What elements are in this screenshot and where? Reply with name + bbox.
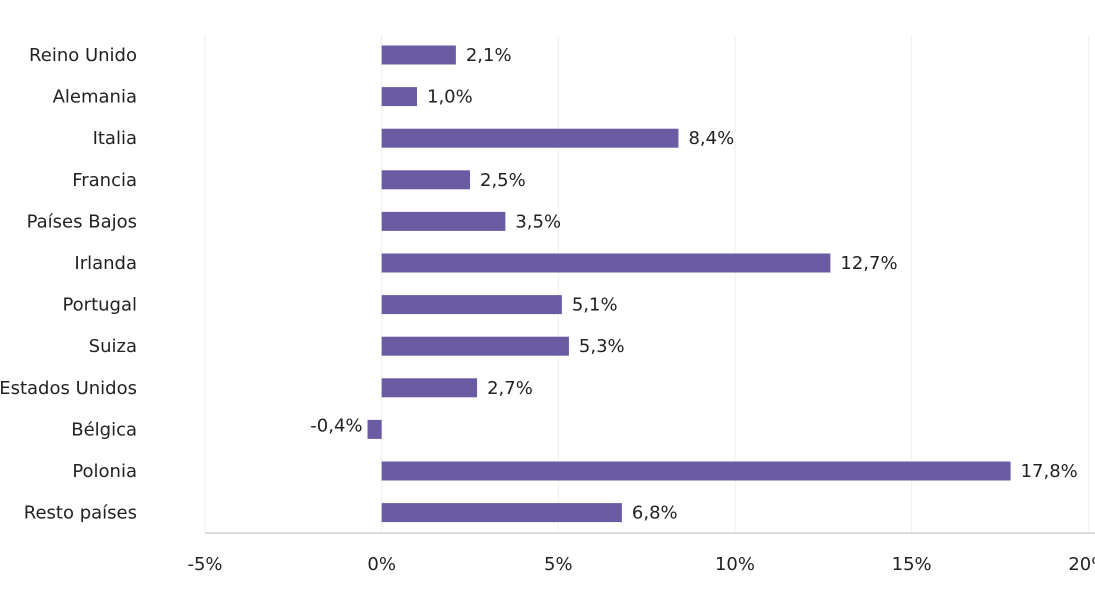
- data-label: 2,5%: [480, 170, 526, 191]
- labels: -5%0%5%10%15%20%25%Reino Unido2,1%Aleman…: [0, 45, 1095, 575]
- data-label: -0,4%: [310, 415, 362, 436]
- data-label: 5,1%: [572, 295, 618, 316]
- bar: [381, 503, 622, 523]
- bar: [381, 128, 679, 148]
- category-label: Polonia: [72, 461, 137, 482]
- bar: [381, 461, 1011, 481]
- x-tick-label: 20%: [1068, 554, 1095, 575]
- bar: [381, 378, 478, 398]
- category-label: Suiza: [89, 336, 137, 357]
- x-tick-label: 10%: [715, 554, 755, 575]
- category-label: Países Bajos: [27, 211, 137, 232]
- category-label: Italia: [93, 128, 137, 149]
- x-tick-label: 0%: [367, 554, 396, 575]
- data-label: 8,4%: [688, 128, 734, 149]
- category-label: Irlanda: [74, 253, 137, 274]
- bar: [381, 295, 562, 315]
- bar: [381, 45, 456, 65]
- bar: [381, 211, 506, 231]
- data-label: 1,0%: [427, 87, 473, 108]
- data-label: 2,7%: [487, 378, 533, 399]
- category-label: Reino Unido: [29, 45, 137, 66]
- category-label: Francia: [72, 170, 137, 191]
- category-label: Alemania: [53, 87, 137, 108]
- gridlines: [204, 35, 1089, 533]
- data-label: 3,5%: [515, 211, 561, 232]
- bar: [367, 419, 382, 439]
- x-tick-label: 5%: [544, 554, 573, 575]
- category-label: Portugal: [62, 295, 137, 316]
- bar: [381, 87, 417, 107]
- data-label: 6,8%: [632, 503, 678, 524]
- data-label: 5,3%: [579, 336, 625, 357]
- category-label: Estados Unidos: [0, 378, 137, 399]
- x-tick-label: 15%: [892, 554, 932, 575]
- data-label: 2,1%: [466, 45, 512, 66]
- x-tick-label: -5%: [187, 554, 222, 575]
- category-label: Resto países: [24, 503, 137, 524]
- data-label: 17,8%: [1021, 461, 1078, 482]
- bars: [367, 45, 1011, 523]
- bar: [381, 253, 831, 273]
- bar: [381, 170, 470, 190]
- data-label: 12,7%: [840, 253, 897, 274]
- bar: [381, 336, 569, 356]
- category-label: Bélgica: [71, 419, 137, 440]
